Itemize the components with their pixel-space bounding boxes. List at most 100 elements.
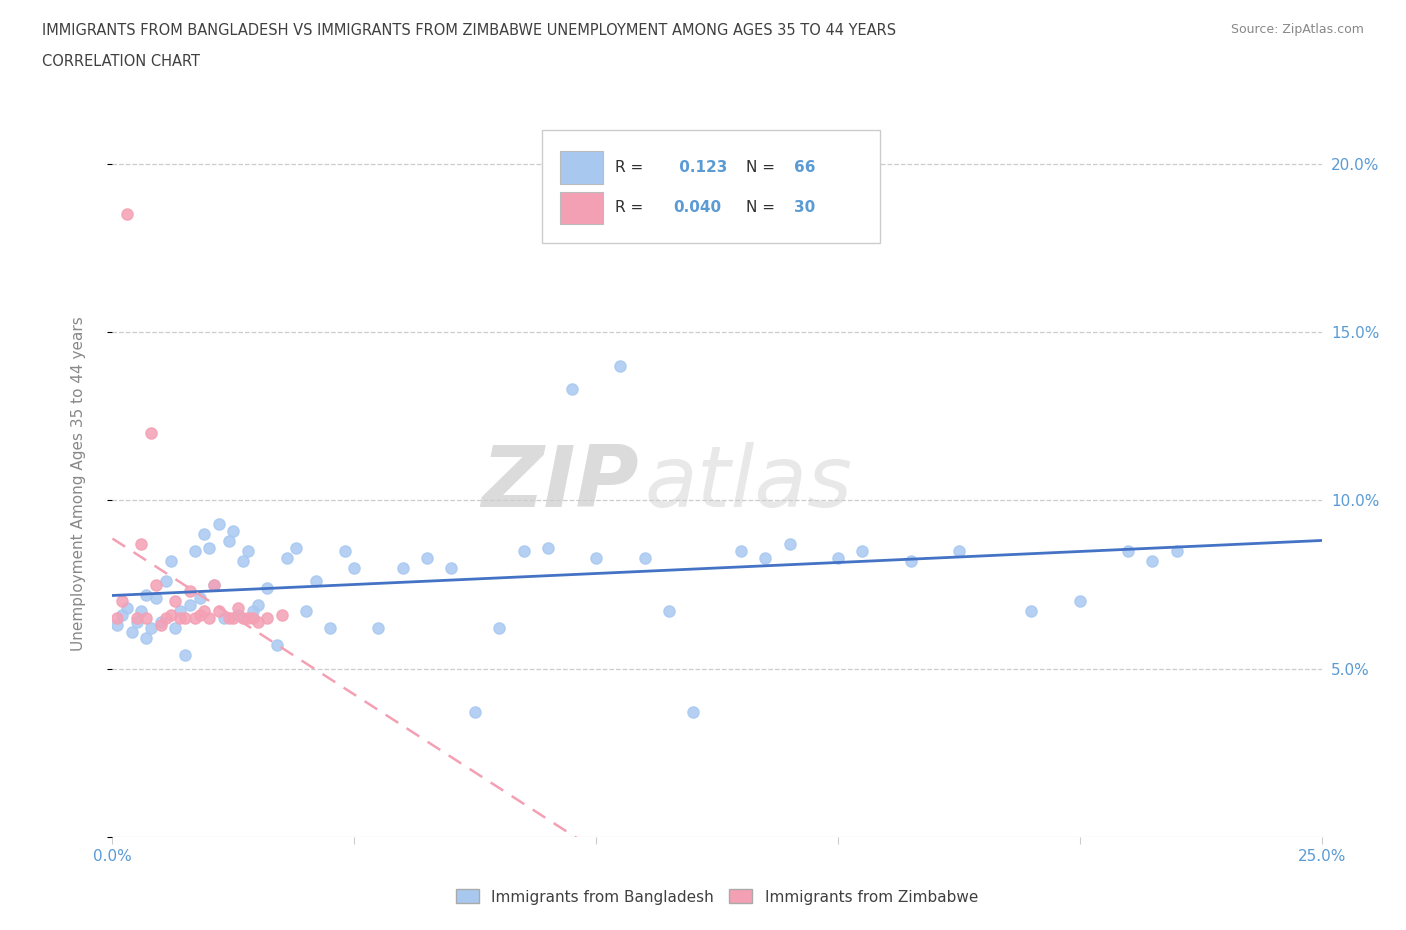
Point bbox=[512, 543, 534, 558]
Point bbox=[236, 543, 259, 558]
Point bbox=[135, 631, 157, 645]
Point bbox=[105, 611, 128, 626]
Point bbox=[948, 543, 970, 558]
Point bbox=[658, 604, 681, 619]
Text: CORRELATION CHART: CORRELATION CHART bbox=[42, 54, 200, 69]
Point bbox=[183, 543, 205, 558]
Point bbox=[236, 611, 259, 626]
Point bbox=[1021, 604, 1043, 619]
Point bbox=[440, 560, 463, 575]
Text: R =: R = bbox=[616, 201, 648, 216]
Text: N =: N = bbox=[747, 160, 780, 175]
Point bbox=[169, 611, 191, 626]
Point bbox=[208, 516, 231, 531]
Point bbox=[179, 584, 201, 599]
Point bbox=[827, 551, 849, 565]
Point bbox=[115, 206, 138, 221]
Point bbox=[149, 618, 172, 632]
Point bbox=[193, 526, 215, 541]
Point bbox=[1166, 543, 1188, 558]
Point bbox=[266, 638, 288, 653]
Point bbox=[488, 621, 510, 636]
Point bbox=[730, 543, 752, 558]
Point bbox=[111, 594, 134, 609]
Text: R =: R = bbox=[616, 160, 648, 175]
Point bbox=[198, 540, 221, 555]
Point bbox=[276, 551, 298, 565]
FancyBboxPatch shape bbox=[541, 130, 880, 244]
Point bbox=[609, 358, 631, 373]
Text: Source: ZipAtlas.com: Source: ZipAtlas.com bbox=[1230, 23, 1364, 36]
Point bbox=[256, 580, 278, 595]
Point bbox=[111, 607, 134, 622]
Y-axis label: Unemployment Among Ages 35 to 44 years: Unemployment Among Ages 35 to 44 years bbox=[72, 316, 86, 651]
Point bbox=[242, 611, 264, 626]
Point bbox=[155, 574, 177, 589]
Point bbox=[135, 611, 157, 626]
Point bbox=[174, 611, 197, 626]
Point bbox=[633, 551, 655, 565]
Text: 30: 30 bbox=[794, 201, 815, 216]
Point bbox=[222, 611, 245, 626]
Point bbox=[125, 614, 148, 629]
Point bbox=[343, 560, 366, 575]
Point bbox=[682, 705, 704, 720]
Point bbox=[232, 553, 254, 568]
Text: 66: 66 bbox=[794, 160, 815, 175]
Point bbox=[222, 524, 245, 538]
Point bbox=[1116, 543, 1139, 558]
Point bbox=[188, 591, 211, 605]
Point bbox=[218, 611, 240, 626]
Point bbox=[232, 611, 254, 626]
Point bbox=[754, 551, 776, 565]
Text: IMMIGRANTS FROM BANGLADESH VS IMMIGRANTS FROM ZIMBABWE UNEMPLOYMENT AMONG AGES 3: IMMIGRANTS FROM BANGLADESH VS IMMIGRANTS… bbox=[42, 23, 896, 38]
Point bbox=[115, 601, 138, 616]
Point bbox=[900, 553, 922, 568]
Point bbox=[585, 551, 607, 565]
Point bbox=[270, 607, 292, 622]
Point bbox=[391, 560, 413, 575]
Point bbox=[198, 611, 221, 626]
Point bbox=[246, 597, 269, 612]
Point bbox=[193, 604, 215, 619]
Point bbox=[285, 540, 308, 555]
Point bbox=[779, 537, 801, 551]
Point bbox=[256, 611, 278, 626]
Point bbox=[131, 604, 153, 619]
Point bbox=[218, 534, 240, 549]
FancyBboxPatch shape bbox=[560, 192, 603, 224]
Point bbox=[295, 604, 318, 619]
Point bbox=[537, 540, 560, 555]
Point bbox=[208, 604, 231, 619]
Text: atlas: atlas bbox=[644, 442, 852, 525]
Point bbox=[183, 611, 205, 626]
Point bbox=[125, 611, 148, 626]
Point bbox=[165, 594, 187, 609]
Point bbox=[159, 553, 181, 568]
Point bbox=[319, 621, 342, 636]
Text: ZIP: ZIP bbox=[481, 442, 638, 525]
Point bbox=[304, 574, 326, 589]
Point bbox=[561, 382, 583, 397]
Point bbox=[367, 621, 389, 636]
Point bbox=[333, 543, 356, 558]
Point bbox=[155, 611, 177, 626]
Point bbox=[464, 705, 486, 720]
Point bbox=[174, 648, 197, 663]
Point bbox=[149, 614, 172, 629]
Point bbox=[188, 607, 211, 622]
Point bbox=[1069, 594, 1091, 609]
Point bbox=[226, 607, 249, 622]
Point bbox=[159, 607, 181, 622]
Point bbox=[169, 604, 191, 619]
Point bbox=[121, 624, 143, 639]
Legend: Immigrants from Bangladesh, Immigrants from Zimbabwe: Immigrants from Bangladesh, Immigrants f… bbox=[450, 884, 984, 910]
FancyBboxPatch shape bbox=[560, 152, 603, 184]
Point bbox=[202, 578, 225, 592]
Point bbox=[165, 621, 187, 636]
Point bbox=[242, 604, 264, 619]
Point bbox=[202, 578, 225, 592]
Point bbox=[1142, 553, 1164, 568]
Point bbox=[141, 621, 163, 636]
Point bbox=[212, 611, 235, 626]
